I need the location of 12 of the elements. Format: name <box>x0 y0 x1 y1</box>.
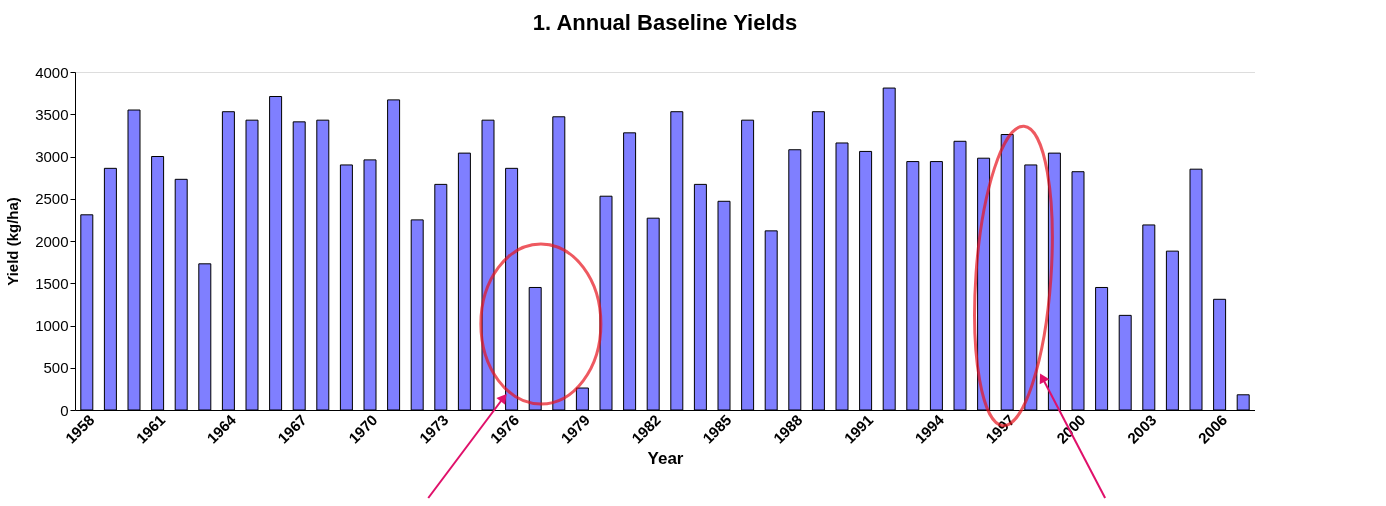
y-tick-label: 1000 <box>35 317 69 334</box>
chart-title: 1. Annual Baseline Yields <box>532 10 798 35</box>
y-tick-label: 1500 <box>35 274 69 292</box>
y-tick-label: 2000 <box>35 232 69 250</box>
y-tick-label: 3000 <box>35 148 69 165</box>
y-tick-label: 500 <box>43 359 69 377</box>
y-tick-label: 3500 <box>35 105 69 123</box>
x-axis-title: Year <box>647 448 684 468</box>
y-tick-label: 4000 <box>35 63 69 81</box>
y-tick-label: 0 <box>60 401 69 419</box>
y-axis-title: Yield (kg/ha) <box>4 197 22 286</box>
y-tick-label: 2500 <box>35 190 69 208</box>
